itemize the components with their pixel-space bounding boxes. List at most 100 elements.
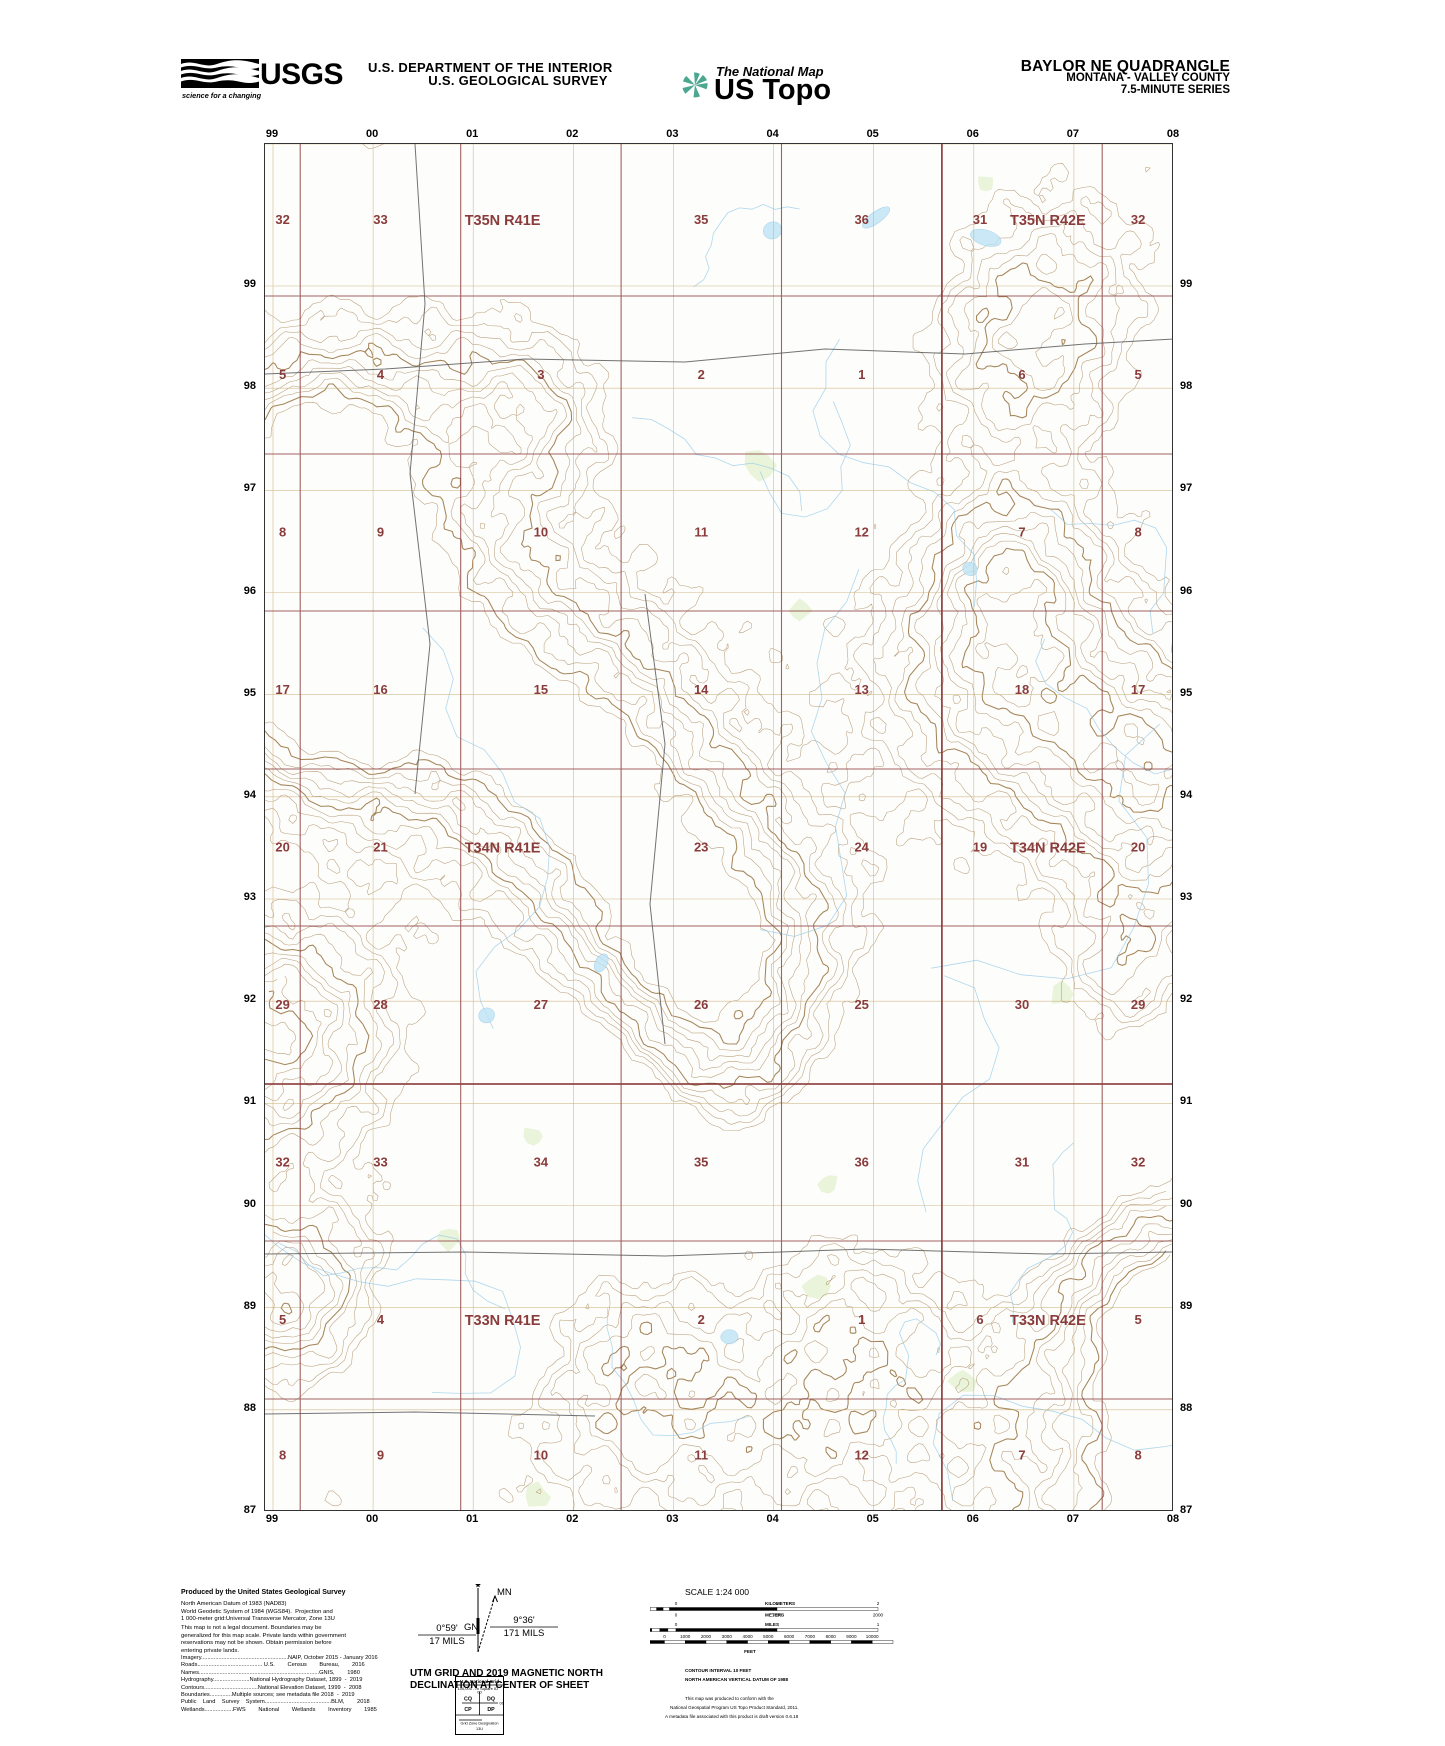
svg-text:6: 6: [976, 1312, 983, 1327]
svg-text:T35N R42E: T35N R42E: [1010, 213, 1086, 229]
svg-text:A metadata file associated wit: A metadata file associated with this pro…: [665, 1714, 799, 1719]
svg-text:6: 6: [1018, 367, 1025, 382]
svg-text:30: 30: [1015, 997, 1029, 1012]
svg-text:21: 21: [373, 840, 387, 855]
svg-text:13: 13: [854, 682, 868, 697]
svg-text:National Geospatial Program US: National Geospatial Program US Topo Prod…: [670, 1705, 799, 1710]
svg-text:5: 5: [1134, 1312, 1141, 1327]
svg-text:10: 10: [534, 525, 548, 540]
svg-text:12: 12: [854, 1448, 868, 1463]
svg-text:KILOMETERS: KILOMETERS: [765, 1601, 795, 1606]
svg-text:9: 9: [377, 1448, 384, 1463]
svg-text:UTM GRID AND 2019 MAGNETIC NOR: UTM GRID AND 2019 MAGNETIC NORTH: [410, 1668, 603, 1679]
svg-text:8000: 8000: [826, 1634, 837, 1639]
svg-text:MN: MN: [497, 1587, 512, 1598]
svg-text:1: 1: [877, 1622, 880, 1627]
svg-text:2000: 2000: [701, 1634, 712, 1639]
svg-text:4000: 4000: [742, 1634, 753, 1639]
svg-text:DP: DP: [487, 1707, 495, 1713]
svg-text:science for a changing world: science for a changing world: [182, 91, 261, 100]
svg-text:0: 0: [675, 1622, 678, 1627]
svg-text:19: 19: [973, 840, 987, 855]
svg-text:10: 10: [534, 1448, 548, 1463]
svg-text:11: 11: [694, 1448, 708, 1463]
svg-text:32: 32: [1131, 212, 1145, 227]
svg-text:36: 36: [854, 212, 868, 227]
svg-text:CP: CP: [464, 1707, 472, 1713]
svg-text:15: 15: [534, 682, 548, 697]
svg-text:20: 20: [275, 840, 289, 855]
svg-text:23: 23: [694, 840, 708, 855]
svg-text:T34N R41E: T34N R41E: [465, 841, 541, 857]
svg-text:1: 1: [858, 1312, 865, 1327]
svg-text:2: 2: [698, 1312, 705, 1327]
svg-text:SCALE 1:24 000: SCALE 1:24 000: [685, 1587, 749, 1597]
svg-text:16: 16: [373, 682, 387, 697]
svg-text:32: 32: [275, 1155, 289, 1170]
svg-text:This map was produced to confo: This map was produced to conform with th…: [685, 1696, 774, 1701]
svg-text:17: 17: [275, 682, 289, 697]
svg-text:MILES: MILES: [765, 1622, 779, 1627]
svg-text:28: 28: [373, 997, 387, 1012]
svg-text:13U: 13U: [476, 1727, 483, 1731]
svg-text:2000: 2000: [873, 1613, 884, 1618]
svg-text:9000: 9000: [846, 1634, 857, 1639]
svg-text:33: 33: [373, 1155, 387, 1170]
svg-text:33: 33: [373, 212, 387, 227]
svg-text:00: 00: [500, 1701, 505, 1706]
svg-text:29: 29: [275, 997, 289, 1012]
svg-text:3000: 3000: [722, 1634, 733, 1639]
svg-text:14: 14: [694, 682, 709, 697]
svg-text:31: 31: [1015, 1155, 1029, 1170]
svg-text:35: 35: [694, 212, 708, 227]
svg-text:8: 8: [1134, 1448, 1141, 1463]
svg-text:DQ: DQ: [487, 1697, 495, 1703]
svg-text:31: 31: [973, 212, 987, 227]
svg-text:7: 7: [1018, 1448, 1025, 1463]
svg-text:171 MILS: 171 MILS: [504, 1628, 545, 1639]
svg-text:8: 8: [279, 1448, 286, 1463]
svg-text:U.S. National Grid: U.S. National Grid: [460, 1679, 499, 1684]
svg-text:T35N R41E: T35N R41E: [465, 213, 541, 229]
svg-text:9: 9: [377, 525, 384, 540]
svg-text:5: 5: [279, 367, 286, 382]
svg-text:0°59': 0°59': [436, 1623, 458, 1634]
svg-text:1: 1: [858, 367, 865, 382]
svg-text:T33N R42E: T33N R42E: [1010, 1313, 1086, 1329]
svg-text:8: 8: [279, 525, 286, 540]
svg-text:T34N R42E: T34N R42E: [1010, 841, 1086, 857]
svg-text:20: 20: [1131, 840, 1145, 855]
svg-text:10000: 10000: [866, 1634, 879, 1639]
svg-text:CQ: CQ: [464, 1697, 472, 1703]
svg-text:4: 4: [377, 1312, 385, 1327]
svg-text:26: 26: [694, 997, 708, 1012]
svg-text:7: 7: [1018, 525, 1025, 540]
svg-text:24: 24: [854, 840, 869, 855]
svg-text:0: 0: [663, 1634, 666, 1639]
svg-text:9°36': 9°36': [513, 1615, 535, 1626]
svg-text:8: 8: [1134, 525, 1141, 540]
svg-text:36: 36: [854, 1155, 868, 1170]
svg-text:00: 00: [477, 1690, 482, 1695]
svg-text:T33N R41E: T33N R41E: [465, 1313, 541, 1329]
svg-text:5000: 5000: [763, 1634, 774, 1639]
svg-text:7000: 7000: [805, 1634, 816, 1639]
svg-text:17: 17: [1131, 682, 1145, 697]
svg-text:35: 35: [694, 1155, 708, 1170]
svg-text:1000: 1000: [772, 1613, 783, 1618]
svg-text:0: 0: [675, 1601, 678, 1606]
svg-text:11: 11: [694, 525, 708, 540]
svg-text:25: 25: [854, 997, 868, 1012]
svg-text:32: 32: [1131, 1155, 1145, 1170]
svg-text:5: 5: [279, 1312, 286, 1327]
svg-text:1: 1: [776, 1601, 779, 1606]
svg-text:34: 34: [534, 1155, 549, 1170]
svg-text:2: 2: [698, 367, 705, 382]
svg-text:17 MILS: 17 MILS: [429, 1636, 464, 1647]
svg-text:4: 4: [377, 367, 385, 382]
svg-text:Grid Zone Designation: Grid Zone Designation: [461, 1722, 499, 1726]
svg-text:5: 5: [1134, 367, 1141, 382]
svg-text:0: 0: [675, 1613, 678, 1618]
svg-text:3: 3: [537, 367, 544, 382]
svg-text:FEET: FEET: [744, 1649, 756, 1654]
